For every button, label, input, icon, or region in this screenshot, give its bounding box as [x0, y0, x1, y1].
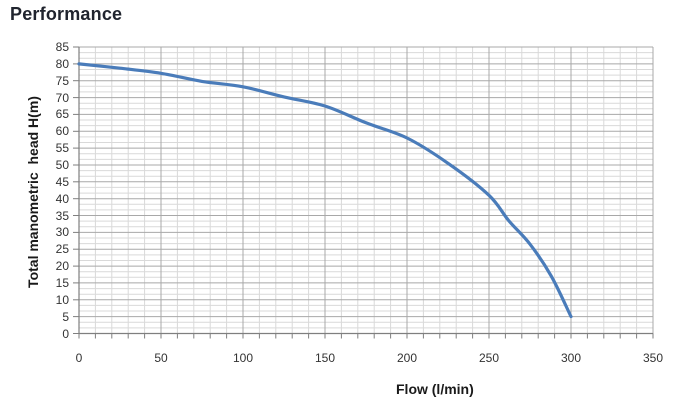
- chart-title: Performance: [10, 4, 123, 24]
- y-tick-label: 70: [55, 90, 69, 105]
- y-tick-label: 45: [55, 174, 69, 189]
- y-tick-label: 50: [55, 158, 69, 172]
- x-tick-label: 150: [314, 350, 336, 365]
- y-tick-label: 5: [62, 309, 69, 324]
- y-tick-label: 25: [55, 242, 69, 257]
- y-tick-label: 0: [62, 326, 69, 341]
- y-tick-label: 80: [55, 56, 69, 71]
- y-tick-label: 10: [55, 292, 69, 307]
- x-tick-label: 200: [396, 350, 418, 365]
- y-tick-label: 65: [55, 107, 69, 122]
- x-tick-label: 350: [642, 350, 664, 365]
- y-tick-label: 30: [55, 225, 69, 240]
- x-axis-title: Flow (l/min): [396, 381, 474, 397]
- y-tick-label: 35: [55, 208, 69, 223]
- y-tick-label: 40: [55, 191, 69, 206]
- x-tick-label: 0: [75, 350, 83, 365]
- y-tick-label: 85: [55, 40, 69, 54]
- x-tick-label: 100: [232, 350, 254, 365]
- performance-curve: [77, 62, 573, 319]
- y-tick-label: 55: [55, 141, 69, 156]
- x-tick-label: 300: [560, 350, 582, 365]
- y-tick-label: 15: [55, 275, 69, 290]
- y-tick-label: 60: [55, 124, 69, 139]
- x-tick-label: 50: [154, 350, 168, 365]
- y-axis-title: Total manometric head H(m): [25, 96, 41, 288]
- y-tick-label: 20: [55, 259, 69, 274]
- y-tick-label: 75: [55, 73, 69, 88]
- x-tick-label: 250: [478, 350, 500, 365]
